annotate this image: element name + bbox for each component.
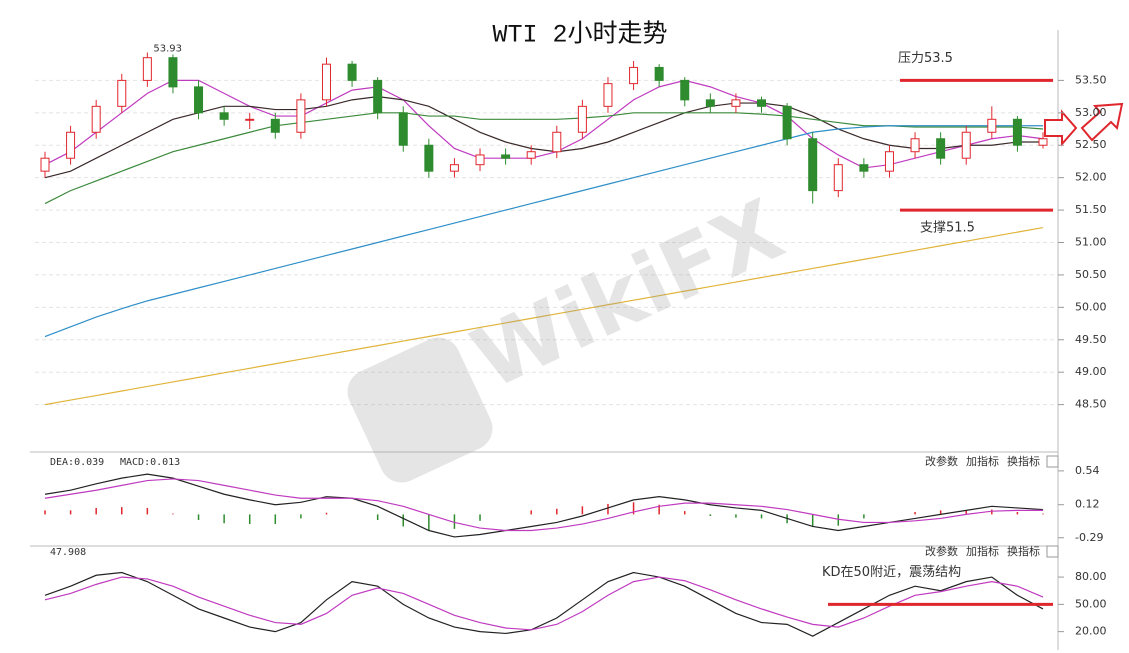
y-tick-label: 20.00 <box>1075 625 1107 638</box>
toolbar-button[interactable]: 改参数 <box>925 454 958 468</box>
y-tick-label: 48.50 <box>1075 398 1107 411</box>
close-button[interactable] <box>1046 455 1059 468</box>
y-tick-label: 49.50 <box>1075 333 1107 346</box>
toolbar-button[interactable]: 换指标 <box>1007 544 1040 558</box>
reference-label: 压力53.5 <box>898 51 953 66</box>
candle-body <box>449 164 459 172</box>
candle-body <box>219 112 229 120</box>
candle-body <box>808 138 818 192</box>
candle-body <box>782 105 792 140</box>
candle-body <box>961 131 971 159</box>
y-tick-label: 80.00 <box>1075 570 1107 583</box>
candle-body <box>142 57 152 81</box>
indicator-value: 47.908 <box>50 547 86 558</box>
y-tick-label: 49.00 <box>1075 365 1107 378</box>
arrow-icon <box>1044 109 1078 147</box>
y-tick-label: 50.00 <box>1075 300 1107 313</box>
y-tick-label: 51.50 <box>1075 203 1107 216</box>
indicator-value: MACD:0.013 <box>120 457 180 468</box>
candle-body <box>731 99 741 107</box>
candle-body <box>987 118 997 133</box>
y-tick-label: 0.54 <box>1075 464 1100 477</box>
y-tick-label: 0.12 <box>1075 498 1100 511</box>
candle-body <box>526 151 536 159</box>
chart-title: WTI 2小时走势 <box>492 20 667 50</box>
indicator-line <box>44 95 1043 179</box>
candle-body <box>475 154 485 166</box>
reference-label: KD在50附近，震荡结构 <box>822 565 961 580</box>
candle-body <box>859 164 869 172</box>
candle-body <box>654 66 664 81</box>
candle-body <box>168 57 178 88</box>
candle-body <box>833 164 843 192</box>
candle-body <box>347 63 357 81</box>
candle-body <box>373 79 383 114</box>
y-tick-label: 50.00 <box>1075 597 1107 610</box>
candle-body <box>910 138 920 153</box>
candle-body <box>936 138 946 159</box>
indicator-line <box>44 473 1044 538</box>
candle-body <box>757 99 767 107</box>
y-tick-label: 53.50 <box>1075 73 1107 86</box>
candle-body <box>66 131 76 159</box>
candle-body <box>884 151 894 172</box>
indicator-line <box>44 478 1043 532</box>
y-tick-label: 52.50 <box>1075 138 1107 151</box>
reference-label: 支撑51.5 <box>920 221 975 236</box>
y-tick-label: 53.00 <box>1075 106 1107 119</box>
watermark-logo <box>347 337 493 483</box>
indicator-value: DEA:0.039 <box>50 457 104 468</box>
candle-body <box>194 86 204 114</box>
candle-body <box>245 118 255 121</box>
toolbar-button[interactable]: 换指标 <box>1007 454 1040 468</box>
candle-body <box>705 99 715 107</box>
y-tick-label: 50.50 <box>1075 268 1107 281</box>
candle-body <box>117 79 127 107</box>
candle-body <box>91 105 101 133</box>
candle-body <box>424 144 434 172</box>
y-tick-label: 52.00 <box>1075 171 1107 184</box>
arrow-icon <box>1080 102 1124 142</box>
candle-body <box>552 131 562 153</box>
candle-body <box>680 79 690 101</box>
candle-body <box>501 154 511 159</box>
close-button[interactable] <box>1046 545 1059 558</box>
candle-body <box>577 105 587 133</box>
indicator-line <box>44 79 1044 169</box>
candle-body <box>270 118 280 133</box>
toolbar-button[interactable]: 加指标 <box>966 454 999 468</box>
candle-body <box>603 83 613 107</box>
high-label: 53.93 <box>153 44 182 55</box>
candle-body <box>321 63 331 101</box>
toolbar-button[interactable]: 改参数 <box>925 544 958 558</box>
candle-body <box>296 99 306 133</box>
y-tick-label: -0.29 <box>1075 531 1103 544</box>
candle-body <box>1012 118 1022 146</box>
candle-body <box>1038 138 1048 146</box>
toolbar-button[interactable]: 加指标 <box>966 544 999 558</box>
indicator-line <box>44 112 1044 205</box>
indicator-line <box>44 125 1043 338</box>
candle-body <box>629 66 639 85</box>
y-tick-label: 51.00 <box>1075 236 1107 249</box>
indicator-line <box>44 226 1044 406</box>
indicator-line <box>44 571 1044 637</box>
indicator-line <box>44 576 1044 631</box>
candle-body <box>40 157 50 172</box>
candle-body <box>398 112 408 146</box>
